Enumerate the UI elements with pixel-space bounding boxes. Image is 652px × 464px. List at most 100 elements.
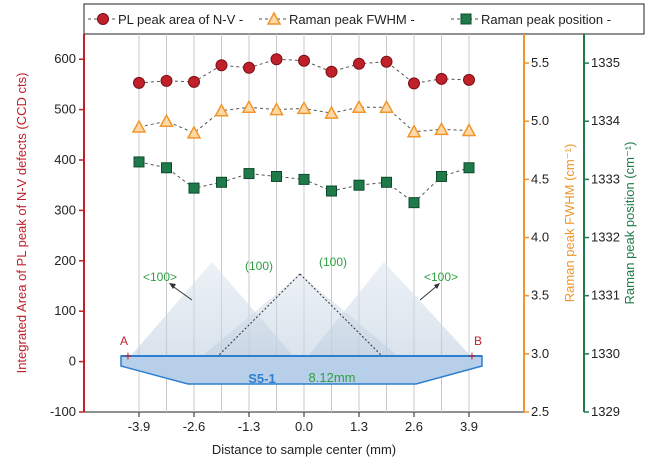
pl-peak-area-of-n-v-point xyxy=(463,73,475,86)
raman-peak-fwhm-point xyxy=(159,113,174,127)
fwhm-axis-tick-label: 3.5 xyxy=(531,288,549,303)
raman-peak-fwhm-point xyxy=(324,105,339,119)
pl-peak-area-of-n-v-point xyxy=(298,54,310,67)
left-axis-tick-label: 0 xyxy=(69,354,76,369)
raman-peak-position-point xyxy=(216,176,227,188)
legend-frame xyxy=(83,3,645,35)
sample-name-label: S5-1 xyxy=(248,371,275,386)
x-axis: -3.9 -2.6 -1.3 0.0 1.3 2.6 3.9 xyxy=(128,412,478,434)
position-axis-label: Raman peak position (cm⁻¹) xyxy=(622,142,637,305)
sample-illustration: + + A B <100> (100) (100) <100> S5-1 8.1… xyxy=(120,255,483,386)
left-axis-tick-label: 300 xyxy=(54,202,76,217)
raman-peak-position-point xyxy=(243,168,255,180)
raman-peak-position-point xyxy=(436,170,447,182)
raman-peak-position-point xyxy=(188,182,200,194)
raman-peak-position-point xyxy=(381,176,392,188)
raman-peak-position-point xyxy=(463,162,475,174)
pl-peak-area-of-n-v-point xyxy=(270,53,283,66)
left-axis-tick-label: 200 xyxy=(54,253,76,268)
pl-peak-area-of-n-v-point xyxy=(353,57,365,70)
pl-peak-area-of-n-v-point xyxy=(408,77,420,90)
left-axis-tick-label: -100 xyxy=(50,404,76,419)
position-axis-tick-label: 1335 xyxy=(591,55,620,70)
point-a-cross: + xyxy=(124,348,132,364)
point-b-label: B xyxy=(474,334,482,348)
fwhm-axis-tick-label: 5.5 xyxy=(531,55,549,70)
position-axis-tick-label: 1330 xyxy=(591,346,620,361)
x-tick-label: 2.6 xyxy=(405,419,423,434)
raman-peak-fwhm-point xyxy=(214,103,229,117)
point-a-label: A xyxy=(120,334,128,348)
left-axis-tick-label: 600 xyxy=(54,51,76,66)
pl-peak-area-of-n-v-point xyxy=(133,76,145,89)
arrow-head xyxy=(169,283,176,289)
legend-marker xyxy=(266,11,282,25)
raman-peak-fwhm-point xyxy=(269,102,284,116)
raman-peak-fwhm-point xyxy=(351,99,367,114)
raman-peak-fwhm-point xyxy=(379,99,394,114)
x-tick-label: -1.3 xyxy=(238,419,260,434)
raman-peak-fwhm-point xyxy=(241,99,257,114)
raman-peak-fwhm-point xyxy=(131,119,147,133)
position-axis-tick-label: 1333 xyxy=(591,171,620,186)
position-axis-tick-label: 1329 xyxy=(591,404,620,419)
raman-peak-fwhm-point xyxy=(434,121,449,136)
sample-width-label: 8.12mm xyxy=(309,370,356,385)
arrow-right-face xyxy=(419,284,439,301)
fwhm-axis-tick-label: 4.0 xyxy=(531,230,549,245)
position-axis-tick-label: 1332 xyxy=(591,230,620,245)
pl-peak-area-of-n-v-point xyxy=(215,59,228,72)
raman-peak-fwhm-point xyxy=(296,100,312,115)
fwhm-axis-label: Raman peak FWHM (cm⁻¹) xyxy=(562,144,577,303)
sample-slab xyxy=(120,355,483,385)
left-axis-tick-label: 400 xyxy=(54,152,76,167)
pl-peak-area-of-n-v-point xyxy=(188,75,200,88)
raman-peak-position-point xyxy=(133,156,145,168)
x-tick-label: 1.3 xyxy=(350,419,368,434)
position-axis: 1329 1330 1331 1332 1333 1334 1335 xyxy=(583,34,620,419)
raman-peak-position-point xyxy=(408,197,420,209)
fwhm-axis-tick-label: 2.5 xyxy=(531,404,549,419)
pl-peak-area-of-n-v-point xyxy=(435,72,448,85)
legend-marker xyxy=(460,13,472,25)
pl-peak-area-of-n-v-point xyxy=(243,61,255,74)
left-axis-tick-label: 500 xyxy=(54,102,76,117)
face-label-center: (100) xyxy=(245,259,273,273)
raman-peak-position-point xyxy=(298,173,310,185)
pl-peak-area-of-n-v-point xyxy=(380,55,393,68)
face-label-center2: (100) xyxy=(319,255,347,269)
legend: PL peak area of N-V - Raman peak FWHM - … xyxy=(88,11,611,27)
x-tick-label: -3.9 xyxy=(128,419,150,434)
position-axis-tick-label: 1331 xyxy=(591,288,620,303)
left-axis-tick-label: 100 xyxy=(54,303,76,318)
fwhm-axis-tick-label: 5.0 xyxy=(531,113,549,128)
left-axis: -100 0 100 200 300 400 500 600 xyxy=(50,34,85,419)
facet-edge-line xyxy=(211,273,301,363)
pl-peak-area-of-n-v-point xyxy=(160,74,173,87)
raman-peak-fwhm-point xyxy=(406,124,422,138)
x-tick-label: 3.9 xyxy=(460,419,478,434)
pl-peak-area-of-n-v-point xyxy=(325,65,338,78)
fwhm-axis-tick-label: 4.5 xyxy=(531,171,549,186)
legend-label-raman-peak-position: Raman peak position - xyxy=(481,12,611,27)
raman-peak-position-point xyxy=(326,185,337,197)
legend-label-pl-peak-area-of-n-v: PL peak area of N-V - xyxy=(118,12,243,27)
arrow-head xyxy=(434,283,440,289)
face-label-left: <100> xyxy=(143,270,177,284)
point-b-cross: + xyxy=(468,348,476,364)
raman-peak-fwhm-point xyxy=(186,125,202,139)
fwhm-axis: 2.5 3.0 3.5 4.0 4.5 5.0 5.5 xyxy=(523,34,549,419)
series-group xyxy=(131,53,477,209)
legend-label-raman-peak-fwhm: Raman peak FWHM - xyxy=(289,12,415,27)
pyramid-face-right xyxy=(300,262,480,366)
x-tick-label: 0.0 xyxy=(295,419,313,434)
raman-peak-position-point xyxy=(161,162,172,174)
face-label-right: <100> xyxy=(424,270,458,284)
raman-peak-position-point xyxy=(353,179,365,191)
facet-edge-line xyxy=(299,273,389,363)
raman-peak-position-point xyxy=(271,170,282,182)
x-tick-label: -2.6 xyxy=(183,419,205,434)
arrow-left-face xyxy=(170,284,193,301)
legend-marker xyxy=(97,13,109,25)
